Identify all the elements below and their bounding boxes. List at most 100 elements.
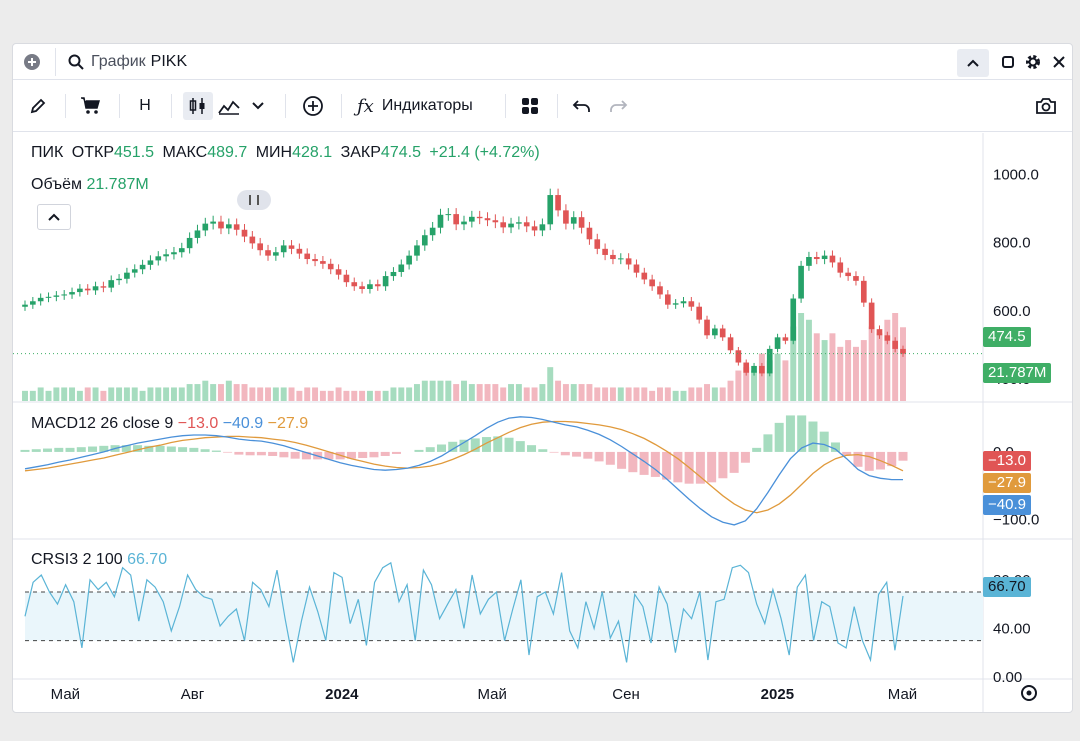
macd-hist-bar bbox=[133, 445, 143, 452]
volume-label: Объём bbox=[31, 176, 82, 193]
candle-body bbox=[649, 279, 655, 287]
volume-bar bbox=[218, 384, 224, 401]
macd-hist-bar bbox=[785, 415, 795, 452]
candle-body bbox=[312, 259, 318, 262]
chart-area[interactable]: 1000.0800.0600.0400.00.0−100.080.0040.00… bbox=[13, 133, 1072, 713]
candle-body bbox=[45, 296, 52, 298]
macd-hist-bar bbox=[436, 444, 446, 452]
candle-body bbox=[77, 288, 83, 293]
macd-hist-bar bbox=[797, 415, 807, 452]
candle-body bbox=[743, 362, 750, 373]
indicators-button[interactable]: ƒx Индикаторы bbox=[357, 94, 473, 118]
title-bar: График PIKK bbox=[13, 44, 1072, 80]
volume-bar bbox=[22, 390, 28, 401]
area-chart-icon[interactable] bbox=[217, 95, 241, 117]
volume-bar bbox=[484, 384, 491, 401]
macd-hist-bar bbox=[515, 441, 525, 452]
compare-add-icon[interactable] bbox=[301, 95, 325, 117]
layout-grid-icon[interactable] bbox=[519, 95, 541, 117]
time-tick-label: Сен bbox=[612, 686, 639, 703]
gear-icon[interactable] bbox=[1023, 52, 1043, 72]
search-icon[interactable] bbox=[67, 53, 85, 71]
volume-bar bbox=[139, 390, 146, 401]
redo-icon[interactable] bbox=[607, 96, 629, 116]
candle-body bbox=[860, 280, 867, 303]
volume-bar bbox=[790, 326, 797, 401]
volume-bar bbox=[602, 387, 609, 401]
collapse-button[interactable] bbox=[957, 49, 989, 77]
candle-body bbox=[664, 294, 671, 305]
macd-hist-bar bbox=[121, 445, 131, 452]
candle-body bbox=[116, 278, 122, 281]
macd-hist-bar bbox=[425, 447, 435, 452]
legend-toggle-button[interactable] bbox=[37, 204, 71, 230]
macd-hist-bar bbox=[662, 451, 672, 480]
undo-icon[interactable] bbox=[571, 96, 593, 116]
macd-signal-tag: −27.9 bbox=[983, 473, 1031, 493]
open-label: ОТКР bbox=[71, 144, 114, 161]
volume-bar bbox=[319, 390, 326, 401]
candle-body bbox=[280, 245, 287, 253]
camera-icon[interactable] bbox=[1034, 95, 1058, 117]
add-icon[interactable] bbox=[23, 53, 41, 71]
cart-icon[interactable] bbox=[79, 95, 103, 117]
volume-bar bbox=[837, 346, 844, 401]
close-icon[interactable] bbox=[1049, 52, 1069, 72]
macd-hist-tag: −13.0 bbox=[983, 451, 1031, 471]
candle-body bbox=[492, 220, 499, 223]
macd-hist-bar bbox=[830, 442, 840, 452]
candle-body bbox=[288, 245, 295, 249]
volume-bar bbox=[633, 387, 640, 401]
macd-hist-bar bbox=[65, 447, 75, 452]
macd-hist-bar bbox=[448, 441, 458, 452]
candle-body bbox=[30, 301, 36, 305]
volume-bar bbox=[366, 390, 373, 401]
macd-hist-bar bbox=[583, 451, 593, 459]
candle-body bbox=[892, 340, 898, 349]
candles bbox=[13, 188, 983, 377]
macd-signal-line bbox=[24, 420, 904, 514]
candle-body bbox=[108, 280, 115, 288]
macd-hist-bar bbox=[189, 447, 199, 452]
candle-body bbox=[680, 301, 687, 304]
macd-hist-bar bbox=[54, 447, 64, 452]
settings-ring-icon[interactable] bbox=[1021, 685, 1037, 701]
dividends-marker-icon[interactable] bbox=[237, 190, 271, 210]
macd-hist-bar bbox=[482, 437, 492, 452]
volume-bar bbox=[539, 384, 546, 401]
macd-line bbox=[24, 416, 903, 526]
volume-bar bbox=[406, 387, 413, 401]
volume-bar bbox=[813, 333, 820, 401]
volume-bar bbox=[664, 387, 671, 401]
pencil-icon[interactable] bbox=[27, 96, 49, 116]
volume-bar bbox=[829, 333, 836, 401]
macd-hist-bar bbox=[369, 451, 379, 458]
candle-body bbox=[633, 264, 640, 273]
axes-frame bbox=[13, 133, 1072, 712]
volume-bar bbox=[351, 390, 358, 401]
volume-bar bbox=[257, 387, 264, 401]
symbol-search[interactable]: График PIKK bbox=[91, 52, 187, 72]
maximize-icon[interactable] bbox=[999, 53, 1017, 71]
candle-body bbox=[374, 284, 381, 287]
macd-histogram bbox=[20, 415, 908, 484]
volume-bar bbox=[641, 387, 648, 401]
macd-hist-bar bbox=[166, 446, 176, 452]
volume-bar bbox=[711, 387, 718, 401]
volume-bar bbox=[312, 387, 319, 401]
macd-hist-bar bbox=[256, 451, 266, 456]
chevron-down-icon[interactable] bbox=[249, 97, 267, 115]
volume-bar bbox=[649, 390, 656, 401]
candle-body bbox=[249, 236, 256, 244]
symbol-label: ПИК bbox=[31, 144, 64, 161]
macd-hist-bar bbox=[887, 451, 897, 467]
volume-bar bbox=[860, 340, 867, 401]
volume-bar bbox=[688, 387, 695, 401]
volume-bar bbox=[374, 390, 381, 401]
macd-hist-bar bbox=[234, 451, 244, 455]
candle-body bbox=[766, 348, 773, 374]
interval-button[interactable]: H bbox=[139, 97, 151, 114]
candles-icon[interactable] bbox=[183, 92, 213, 120]
candle-body bbox=[327, 263, 334, 270]
candle-body bbox=[202, 223, 209, 231]
